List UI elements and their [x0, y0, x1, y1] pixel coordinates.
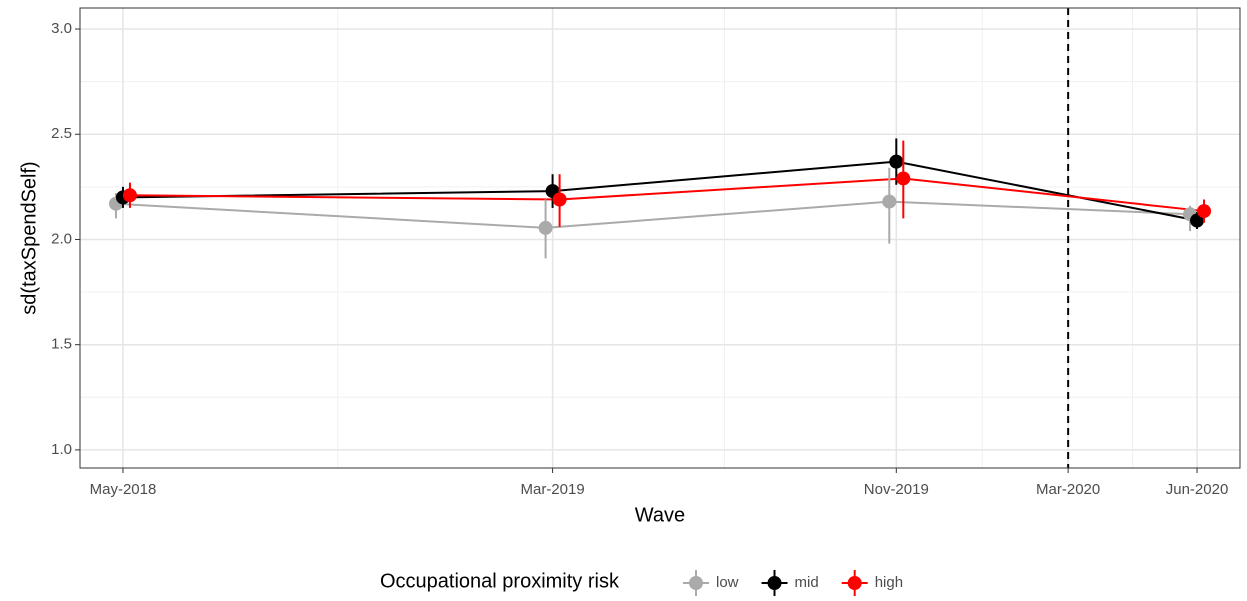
legend-key — [689, 576, 703, 590]
point — [552, 192, 567, 207]
series-line — [115, 200, 1191, 229]
series-line — [129, 177, 1205, 213]
y-tick-label: 2.5 — [51, 125, 72, 142]
series-line — [122, 160, 1198, 222]
legend-key — [767, 576, 782, 590]
x-tick-label: Mar-2020 — [1036, 481, 1100, 498]
legend-title: Occupational proximity risk — [380, 570, 620, 592]
legend-key — [847, 576, 862, 590]
point — [122, 188, 137, 203]
point — [538, 220, 553, 235]
legend-label: mid — [795, 574, 819, 591]
y-tick-label: 1.0 — [51, 441, 72, 458]
legend: Occupational proximity risk low mid high — [380, 570, 903, 596]
x-tick-label: Jun-2020 — [1166, 481, 1229, 498]
point — [896, 171, 911, 186]
y-tick-label: 2.0 — [51, 230, 72, 247]
point — [882, 194, 897, 209]
x-tick-label: Mar-2019 — [520, 481, 584, 498]
point — [889, 154, 904, 169]
y-tick-label: 3.0 — [51, 20, 72, 37]
legend-label: low — [716, 574, 739, 591]
x-tick-label: May-2018 — [90, 481, 157, 498]
y-axis-label: sd(taxSpendSelf) — [18, 161, 40, 314]
panel-border — [79, 7, 1241, 469]
point — [1197, 204, 1212, 219]
legend-label: high — [875, 574, 903, 591]
x-axis-label: Wave — [635, 504, 685, 526]
y-tick-label: 1.5 — [51, 336, 72, 353]
x-tick-label: Nov-2019 — [864, 481, 929, 498]
